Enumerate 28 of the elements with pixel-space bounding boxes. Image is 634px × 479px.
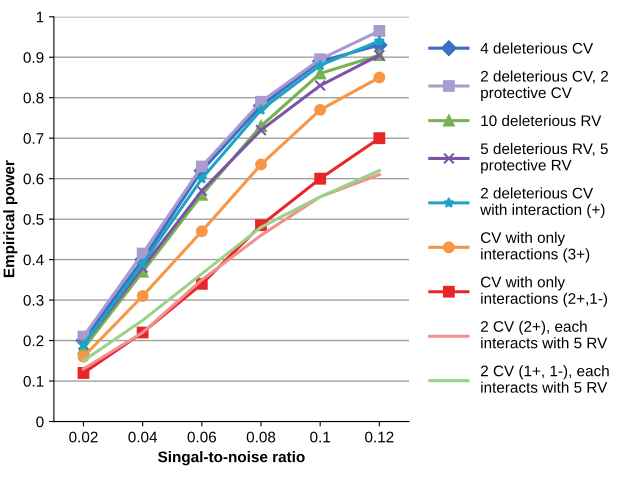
y-tick-label: 0.6 [24, 174, 44, 184]
legend-label: 4 deleterious CV [480, 42, 594, 54]
legend-label: CV with only interactions (3+) [480, 232, 590, 262]
y-tick-label: 0.1 [24, 376, 44, 387]
legend-label: 2 CV (2+), each interacts with 5 RV [480, 320, 608, 348]
y-tick-label: 0 [36, 416, 44, 428]
x-tick-label: 0.12 [365, 432, 394, 442]
y-tick-label: 0.2 [24, 335, 44, 346]
legend-label: 10 deleterious RV [481, 114, 602, 126]
y-tick-label: 1 [36, 12, 44, 22]
y-axis-title: Empirical power [3, 160, 18, 278]
y-tick-label: 0.8 [24, 92, 44, 104]
y-tick-label: 0.4 [24, 254, 44, 266]
legend-label: 2 CV (1+, 1-), each interacts with 5 RV [480, 365, 609, 393]
x-tick-label: 0.1 [310, 432, 330, 442]
legend-label: CV with only interactions (2+,1-) [480, 276, 608, 307]
legend-label: 2 deleterious CV with interaction (+) [480, 187, 604, 218]
legend-label: 2 deleterious CV, 2 protective CV [480, 70, 608, 102]
y-tick-label: 0.7 [24, 133, 44, 144]
x-tick-label: 0.06 [188, 432, 216, 442]
x-tick-label: 0.02 [69, 432, 98, 442]
y-tick-label: 0.5 [24, 214, 44, 225]
y-tick-label: 0.9 [24, 52, 44, 63]
x-tick-label: 0.04 [128, 432, 158, 442]
x-tick-label: 0.08 [246, 432, 276, 442]
x-axis-title: Singal-to-noise ratio [158, 451, 305, 466]
y-tick-label: 0.3 [24, 294, 44, 306]
legend-label: 5 deleterious RV, 5 protective RV [480, 142, 608, 174]
